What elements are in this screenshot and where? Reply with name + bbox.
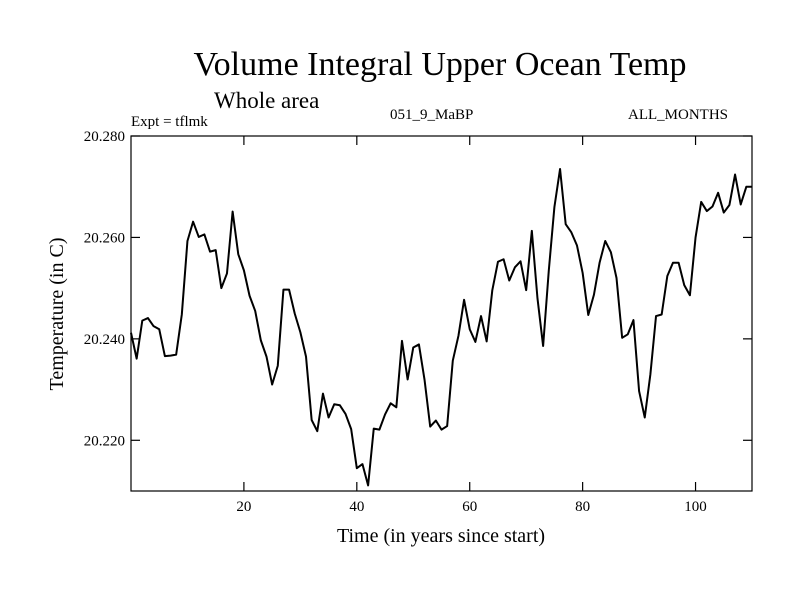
months-label: ALL_MONTHS [628,107,728,123]
y-tick-label: 20.240 [84,332,125,348]
x-tick-label: 80 [575,499,590,515]
y-tick-label: 20.260 [84,230,125,246]
experiment-label: Expt = tflmk [131,114,208,130]
y-axis-ticks: 20.220 20.240 20.260 20.280 [84,129,752,449]
plot-frame [130,135,753,492]
y-tick-label: 20.280 [84,129,125,145]
chart-title: Volume Integral Upper Ocean Temp [193,46,687,83]
series-line [130,167,752,487]
x-tick-label: 100 [684,499,707,515]
y-axis-label: Temperature (in C) [46,238,68,391]
y-tick-label: 20.220 [84,433,125,449]
run-id-label: 051_9_MaBP [390,107,474,123]
x-axis-ticks: 20 40 60 80 100 [236,136,707,515]
x-tick-label: 40 [349,499,364,515]
chart-subtitle: Whole area [214,88,320,113]
x-axis-label: Time (in years since start) [337,525,545,547]
x-tick-label: 20 [236,499,251,515]
x-tick-label: 60 [462,499,477,515]
